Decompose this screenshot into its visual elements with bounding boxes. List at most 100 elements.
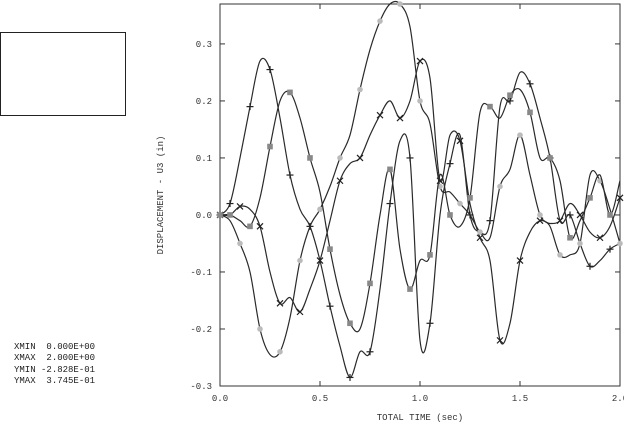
data-point-A_5692 bbox=[256, 222, 264, 230]
series-line-B_316 bbox=[219, 57, 621, 379]
data-point-A_5692 bbox=[376, 111, 384, 119]
data-point-A_5692-b bbox=[296, 308, 304, 316]
data-point-D_5356 bbox=[327, 246, 333, 252]
legend bbox=[0, 32, 126, 116]
data-point-A_5692-b bbox=[236, 202, 244, 210]
data-point-D_5356 bbox=[307, 155, 313, 161]
data-point-A_5692 bbox=[236, 202, 244, 210]
stats-ymax: YMAX 3.745E-01 bbox=[14, 376, 95, 387]
series-D_5356 bbox=[217, 87, 621, 333]
data-point-C_10732 bbox=[257, 326, 263, 332]
data-point-D_5356 bbox=[217, 212, 223, 218]
y-axis-label: DISPLACEMENT - U3 (in) bbox=[156, 136, 166, 255]
series-line-D_5356 bbox=[219, 87, 621, 333]
data-point-C_10732 bbox=[477, 229, 483, 235]
data-point-A_5692 bbox=[336, 177, 344, 185]
data-point-A_5692-b bbox=[376, 111, 384, 119]
data-point-A_5692-b bbox=[336, 177, 344, 185]
data-point-B_316 bbox=[266, 66, 274, 74]
stats-xmin-value: 0.000E+00 bbox=[46, 342, 96, 352]
x-tick-label: 1.0 bbox=[412, 394, 428, 404]
data-point-B_316 bbox=[486, 217, 494, 225]
stats-ymax-value: 3.745E-01 bbox=[46, 375, 96, 386]
y-tick-label: 0.3 bbox=[196, 40, 212, 50]
data-point-A_5692-b bbox=[396, 114, 404, 122]
stats-xmax-value: 2.000E+00 bbox=[46, 352, 96, 363]
data-point-D_5356 bbox=[567, 234, 573, 241]
series-C_10732 bbox=[217, 0, 623, 358]
data-point-B_316 bbox=[366, 348, 374, 356]
x-tick-label: 1.5 bbox=[512, 394, 528, 404]
data-point-A_5692 bbox=[596, 234, 604, 242]
data-point-B_316 bbox=[446, 160, 454, 168]
data-point-A_5692-b bbox=[456, 137, 464, 145]
data-point-D_5356 bbox=[347, 320, 353, 327]
data-point-D_5356 bbox=[387, 166, 393, 173]
data-point-B_316 bbox=[346, 373, 354, 381]
data-point-B_316 bbox=[586, 262, 594, 270]
data-point-C_10732 bbox=[457, 200, 463, 207]
data-point-D_5356 bbox=[367, 280, 373, 287]
data-point-D_5356 bbox=[247, 223, 253, 230]
data-point-A_5692-b bbox=[416, 57, 424, 65]
stats-ymin-value: -2.828E-01 bbox=[41, 365, 96, 375]
stats-xmax: XMAX 2.000E+00 bbox=[14, 353, 95, 364]
data-point-D_5356 bbox=[587, 195, 593, 201]
data-point-B_316 bbox=[566, 211, 574, 219]
data-point-A_5692 bbox=[276, 299, 284, 307]
data-point-A_5692-b bbox=[596, 234, 604, 242]
data-point-C_10732 bbox=[537, 212, 543, 218]
data-point-B_316 bbox=[526, 80, 534, 88]
data-point-D_5356 bbox=[287, 89, 293, 96]
x-axis-label: TOTAL TIME (sec) bbox=[377, 413, 463, 423]
data-point-A_5692-b bbox=[616, 194, 624, 202]
stats-xmin-label: XMIN bbox=[14, 342, 36, 352]
y-tick-label: -0.2 bbox=[190, 325, 212, 335]
y-tick-label: -0.1 bbox=[190, 268, 212, 278]
x-tick-label: 2.0 bbox=[612, 394, 624, 404]
data-point-C_10732 bbox=[317, 206, 323, 213]
data-point-A_5692-b bbox=[496, 336, 504, 344]
data-point-A_5692-b bbox=[356, 154, 364, 162]
data-point-C_10732 bbox=[337, 155, 343, 161]
data-point-A_5692 bbox=[396, 114, 404, 122]
stats-panel: XMIN 0.000E+00 XMAX 2.000E+00 YMIN -2.82… bbox=[14, 342, 95, 386]
data-point-C_10732 bbox=[397, 1, 403, 7]
data-point-B_316 bbox=[246, 103, 254, 111]
data-point-D_5356 bbox=[547, 155, 553, 161]
data-point-B_316 bbox=[606, 245, 614, 253]
data-point-D_5356 bbox=[267, 143, 273, 150]
x-tick-label: 0.0 bbox=[212, 394, 228, 404]
data-point-D_5356 bbox=[447, 212, 453, 218]
data-point-B_316 bbox=[226, 200, 234, 208]
data-point-D_5356 bbox=[227, 212, 233, 218]
series-A_5692 bbox=[216, 57, 624, 345]
data-point-D_5356 bbox=[607, 212, 613, 218]
data-point-C_10732 bbox=[377, 18, 383, 24]
data-point-A_5692-b bbox=[576, 211, 584, 219]
data-point-C_10732 bbox=[557, 252, 563, 258]
data-point-D_5356 bbox=[487, 103, 493, 110]
data-point-A_5692 bbox=[616, 194, 624, 202]
data-point-C_10732 bbox=[277, 348, 283, 355]
data-point-A_5692 bbox=[356, 154, 364, 162]
data-point-B_316 bbox=[386, 200, 394, 208]
data-point-A_5692 bbox=[496, 336, 504, 344]
y-tick-label: 0.0 bbox=[196, 211, 212, 221]
data-point-D_5356 bbox=[527, 109, 533, 116]
data-point-A_5692-b bbox=[276, 299, 284, 307]
data-point-C_10732 bbox=[497, 183, 503, 190]
data-point-A_5692-b bbox=[256, 222, 264, 230]
data-point-C_10732 bbox=[517, 132, 523, 138]
stats-ymin-label: YMIN bbox=[14, 365, 36, 375]
data-point-B_316 bbox=[286, 171, 294, 179]
stats-xmin: XMIN 0.000E+00 bbox=[14, 342, 95, 353]
data-point-D_5356 bbox=[407, 286, 413, 292]
data-point-C_10732 bbox=[357, 86, 363, 93]
y-tick-label: 0.1 bbox=[196, 154, 212, 164]
data-point-A_5692 bbox=[416, 57, 424, 65]
data-point-A_5692 bbox=[516, 257, 524, 264]
x-tick-label: 0.5 bbox=[312, 394, 328, 404]
stats-xmax-label: XMAX bbox=[14, 352, 36, 363]
data-point-D_5356 bbox=[467, 195, 473, 201]
